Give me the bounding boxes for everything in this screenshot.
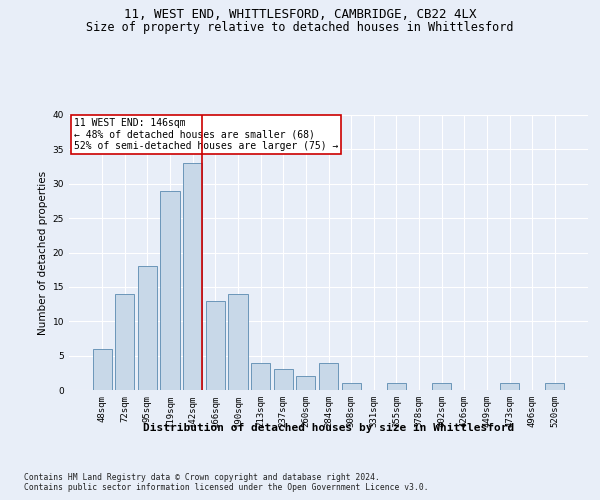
Bar xyxy=(432,383,451,390)
Bar xyxy=(296,376,316,390)
Bar xyxy=(206,300,225,390)
Bar xyxy=(160,190,180,390)
Bar xyxy=(274,370,293,390)
Bar xyxy=(500,383,519,390)
Text: Distribution of detached houses by size in Whittlesford: Distribution of detached houses by size … xyxy=(143,422,514,432)
Text: 11, WEST END, WHITTLESFORD, CAMBRIDGE, CB22 4LX: 11, WEST END, WHITTLESFORD, CAMBRIDGE, C… xyxy=(124,8,476,20)
Bar xyxy=(138,266,157,390)
Bar xyxy=(319,362,338,390)
Bar xyxy=(545,383,565,390)
Bar xyxy=(183,163,202,390)
Bar xyxy=(229,294,248,390)
Y-axis label: Number of detached properties: Number of detached properties xyxy=(38,170,49,334)
Bar xyxy=(251,362,270,390)
Text: Size of property relative to detached houses in Whittlesford: Size of property relative to detached ho… xyxy=(86,21,514,34)
Text: Contains HM Land Registry data © Crown copyright and database right 2024.
Contai: Contains HM Land Registry data © Crown c… xyxy=(24,472,428,492)
Bar xyxy=(115,294,134,390)
Bar xyxy=(387,383,406,390)
Text: 11 WEST END: 146sqm
← 48% of detached houses are smaller (68)
52% of semi-detach: 11 WEST END: 146sqm ← 48% of detached ho… xyxy=(74,118,338,151)
Bar xyxy=(92,349,112,390)
Bar xyxy=(341,383,361,390)
